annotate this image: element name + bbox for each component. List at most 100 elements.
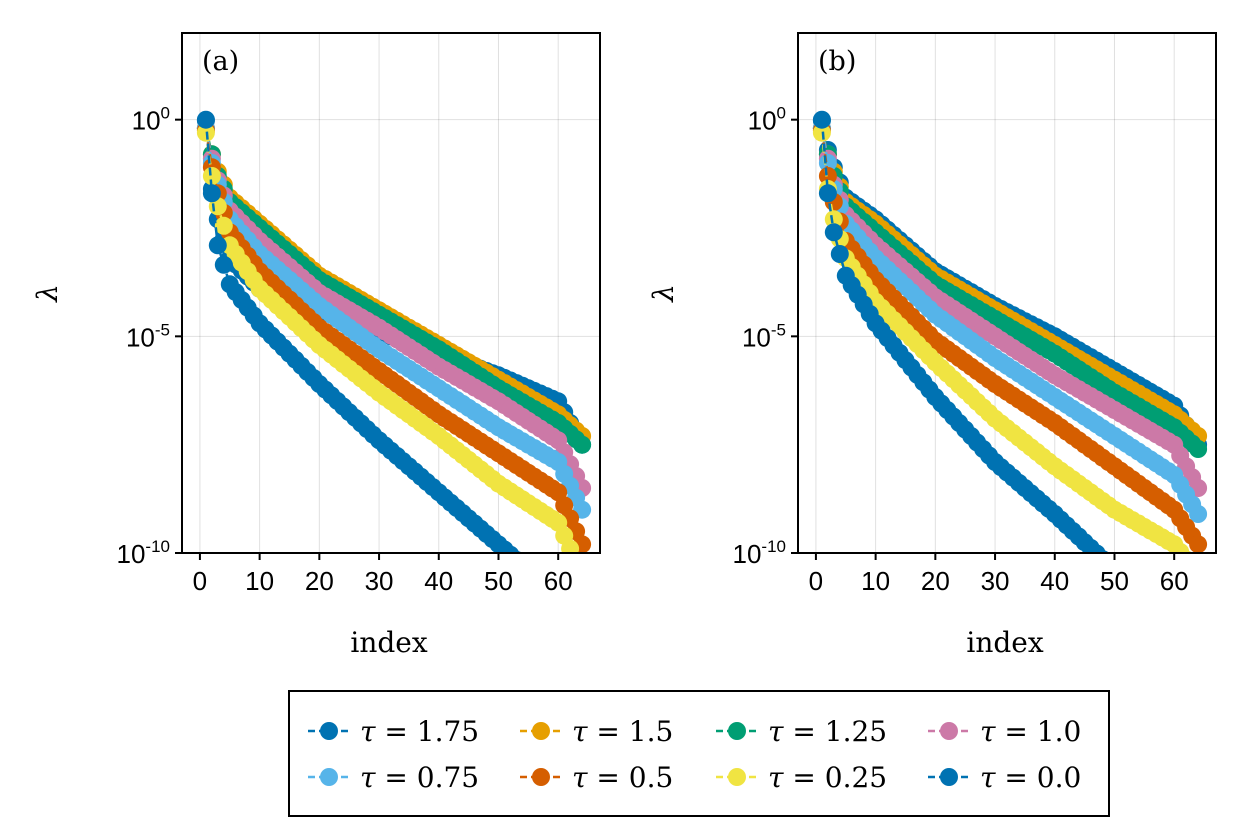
legend-label: τ = 1.5 — [572, 715, 673, 748]
x-tick-label: 30 — [365, 566, 394, 596]
panel-label: (a) — [202, 46, 239, 77]
data-point — [1189, 566, 1207, 584]
series-6 — [196, 123, 591, 584]
y-tick-label: 10-10 — [733, 537, 787, 569]
x-tick-label: 60 — [1160, 566, 1189, 596]
panel-a: 0 10 20 30 40 50 60 100 10-5 10-10 index λ (a) — [31, 32, 601, 659]
y-tick-label: 10-5 — [126, 320, 170, 352]
data-point — [555, 594, 573, 612]
data-point — [573, 435, 592, 454]
data-point — [1135, 587, 1153, 605]
series-5 — [196, 121, 592, 553]
data-point — [1189, 440, 1208, 458]
y-tick-label: 10-10 — [117, 537, 171, 569]
data-point — [818, 184, 837, 203]
data-point — [1189, 639, 1207, 657]
data-point — [202, 167, 221, 185]
legend-item: τ = 0.25 — [716, 761, 887, 794]
legend: τ = 1.75 τ = 1.5 τ = 1.25 τ = 1.0 τ = 0.75 τ … — [288, 690, 1110, 817]
legend-box — [288, 690, 1110, 817]
data-point — [1153, 603, 1171, 621]
data-point — [573, 613, 591, 631]
data-point — [561, 539, 580, 553]
data-point — [1183, 633, 1201, 651]
panel-b: 0 10 20 30 40 50 60 100 10-5 10-10 index λ (b) — [647, 32, 1217, 659]
data-point — [214, 255, 233, 274]
x-tick-label: 10 — [861, 566, 890, 596]
data-point — [519, 561, 537, 579]
plot-area — [812, 110, 1208, 657]
data-point — [208, 236, 227, 255]
legend-marker — [532, 768, 550, 786]
plot-frame — [797, 32, 1217, 554]
legend-marker — [320, 722, 338, 740]
data-point — [1141, 593, 1159, 611]
x-tick-label: 20 — [921, 566, 950, 596]
plot-frame — [181, 32, 601, 554]
data-point — [1189, 535, 1208, 553]
data-point — [525, 567, 543, 585]
data-point — [196, 110, 215, 129]
legend-marker — [940, 768, 958, 786]
data-point — [818, 167, 837, 185]
x-tick-label: 40 — [424, 566, 453, 596]
x-tick-label: 50 — [1100, 566, 1129, 596]
legend-item: τ = 0.0 — [928, 761, 1081, 794]
y-tick-label: 100 — [748, 104, 786, 136]
legend-item: τ = 0.5 — [520, 761, 673, 794]
x-tick-label: 50 — [484, 566, 513, 596]
x-tick-label: 40 — [1040, 566, 1069, 596]
legend-marker — [728, 768, 746, 786]
legend-label: τ = 0.75 — [360, 761, 479, 794]
y-axis-label: λ — [31, 284, 64, 303]
data-point — [1171, 620, 1189, 638]
x-tick-label: 30 — [981, 566, 1010, 596]
series-6 — [812, 123, 1207, 584]
data-point — [1189, 505, 1208, 523]
data-point — [567, 607, 585, 625]
x-tick-label: 60 — [544, 566, 573, 596]
x-tick-label: 20 — [305, 566, 334, 596]
data-point — [1177, 626, 1195, 644]
panel-label: (b) — [818, 46, 856, 77]
data-point — [573, 566, 591, 584]
series-line — [204, 119, 511, 553]
legend-marker — [940, 722, 958, 740]
legend-item: τ = 1.75 — [308, 715, 479, 748]
data-point — [1129, 582, 1147, 600]
data-point — [501, 545, 520, 553]
legend-label: τ = 0.25 — [768, 761, 887, 794]
x-tick-label: 0 — [809, 566, 823, 596]
data-point — [1165, 613, 1183, 631]
legend-label: τ = 0.0 — [980, 761, 1081, 794]
legend-item: τ = 1.25 — [716, 715, 887, 748]
data-point — [1147, 598, 1165, 616]
data-point — [1171, 542, 1190, 553]
y-axis-label: λ — [647, 284, 680, 303]
series-7 — [196, 110, 591, 631]
series-2 — [196, 119, 592, 454]
x-tick-label: 0 — [193, 566, 207, 596]
data-point — [812, 110, 831, 129]
legend-marker — [728, 722, 746, 740]
legend-label: τ = 1.0 — [980, 715, 1081, 748]
data-point — [202, 184, 221, 203]
data-point — [513, 556, 531, 574]
legend-item: τ = 1.0 — [928, 715, 1081, 748]
x-axis-label: index — [966, 626, 1043, 659]
data-point — [830, 245, 849, 263]
legend-label: τ = 1.25 — [768, 715, 887, 748]
data-point — [214, 216, 233, 235]
legend-marker — [320, 768, 338, 786]
data-point — [1159, 608, 1177, 626]
legend-item: τ = 1.5 — [520, 715, 673, 748]
x-tick-label: 10 — [245, 566, 274, 596]
y-tick-label: 10-5 — [742, 320, 786, 352]
plot-area — [196, 110, 592, 631]
legend-item: τ = 0.75 — [308, 761, 479, 794]
series-7 — [812, 110, 1207, 657]
data-point — [824, 210, 843, 229]
x-axis-label: index — [350, 626, 427, 659]
legend-marker — [532, 722, 550, 740]
